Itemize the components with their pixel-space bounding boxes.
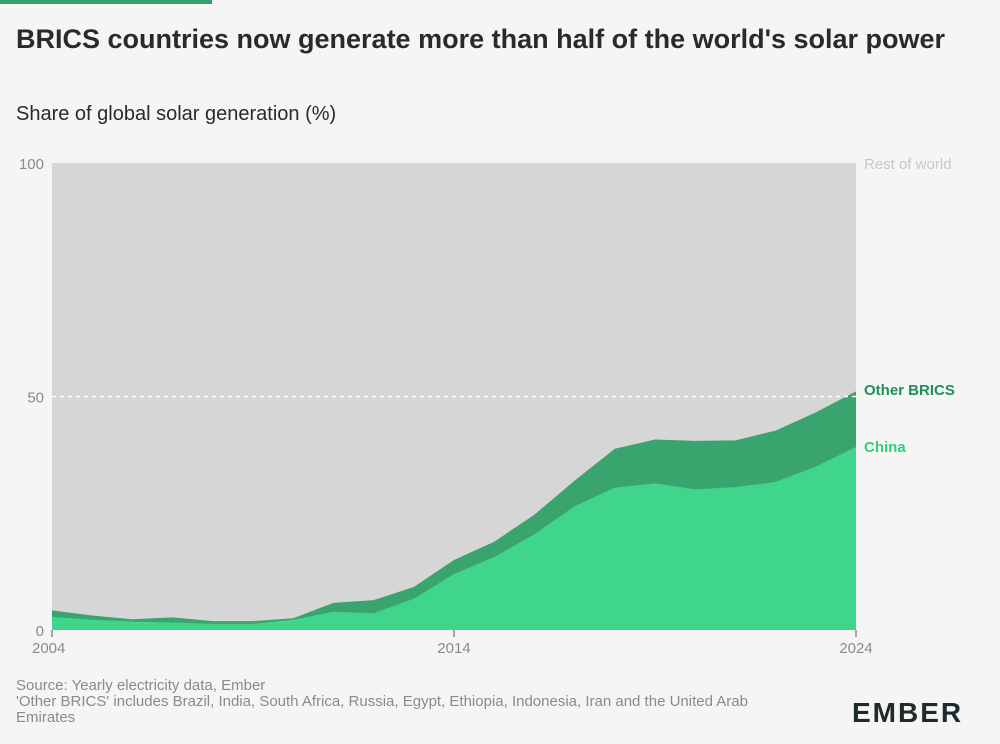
label-other-brics: Other BRICS [864, 382, 955, 399]
chart-subtitle: Share of global solar generation (%) [16, 103, 337, 125]
footer: Source: Yearly electricity data, Ember '… [16, 678, 806, 726]
label-china: China [864, 439, 906, 456]
x-tick-label-2004: 2004 [32, 640, 65, 657]
source-note: Source: Yearly electricity data, Ember [16, 677, 266, 694]
ember-logo: EMBER [852, 697, 964, 728]
y-tick-label-0: 0 [36, 623, 44, 640]
label-rest-of-world: Rest of world [864, 156, 952, 173]
area-chart: 100 50 0 2004 2014 2024 Rest of world Ot… [19, 156, 955, 657]
chart-title: BRICS countries now generate more than h… [16, 24, 946, 54]
other-brics-note: 'Other BRICS' includes Brazil, India, So… [16, 693, 748, 726]
y-tick-label-100: 100 [19, 156, 44, 173]
x-tick-label-2024: 2024 [839, 640, 872, 657]
x-tick-label-2014: 2014 [437, 640, 470, 657]
area-china [52, 446, 856, 630]
y-tick-label-50: 50 [27, 390, 44, 407]
accent-bar [0, 0, 212, 4]
